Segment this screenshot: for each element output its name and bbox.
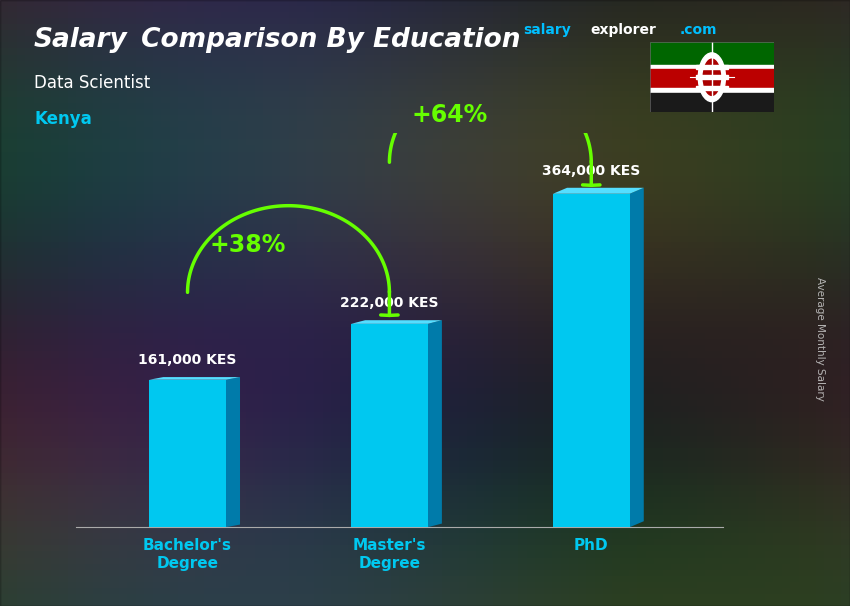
Text: Kenya: Kenya xyxy=(34,110,92,128)
Bar xyxy=(150,380,226,527)
Text: salary: salary xyxy=(523,23,570,37)
Bar xyxy=(650,69,774,88)
Polygon shape xyxy=(630,188,643,527)
Bar xyxy=(650,42,774,65)
Bar xyxy=(351,324,428,527)
Text: 222,000 KES: 222,000 KES xyxy=(340,296,439,310)
Text: Data Scientist: Data Scientist xyxy=(34,74,150,92)
Text: Average Monthly Salary: Average Monthly Salary xyxy=(815,278,825,401)
Ellipse shape xyxy=(699,53,725,102)
Bar xyxy=(696,65,728,69)
Text: Salary: Salary xyxy=(34,27,127,53)
Bar xyxy=(552,194,630,527)
Text: +64%: +64% xyxy=(412,102,488,127)
Text: explorer: explorer xyxy=(591,23,656,37)
Bar xyxy=(650,88,774,93)
Bar xyxy=(650,65,774,69)
Text: 161,000 KES: 161,000 KES xyxy=(139,353,236,367)
Text: 364,000 KES: 364,000 KES xyxy=(542,164,640,178)
Ellipse shape xyxy=(703,59,721,95)
Text: .com: .com xyxy=(680,23,717,37)
Text: +38%: +38% xyxy=(210,233,286,257)
Bar xyxy=(696,75,728,79)
Polygon shape xyxy=(351,320,442,324)
Bar xyxy=(650,93,774,112)
Polygon shape xyxy=(428,320,442,527)
Polygon shape xyxy=(552,188,643,194)
Text: Comparison By Education: Comparison By Education xyxy=(132,27,520,53)
Polygon shape xyxy=(150,377,240,380)
Bar xyxy=(696,85,728,90)
Polygon shape xyxy=(226,377,240,527)
